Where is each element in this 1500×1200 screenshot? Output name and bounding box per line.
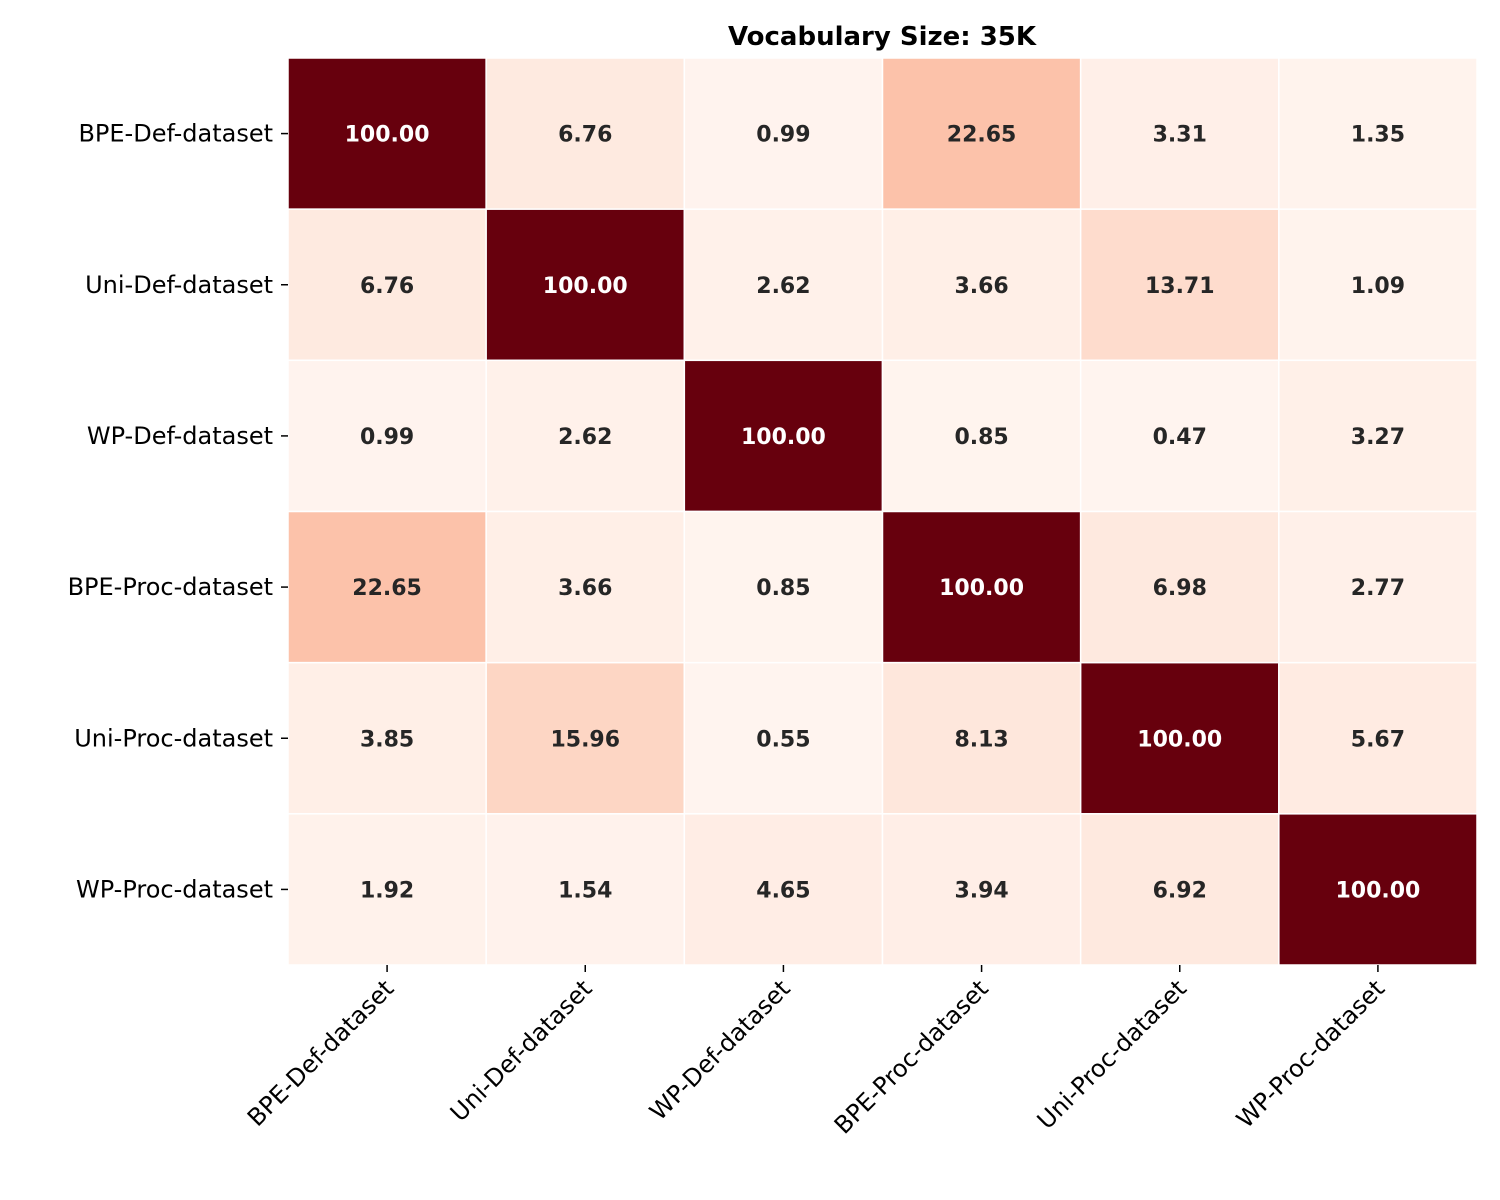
cell-value-label: 2.62 xyxy=(756,274,810,299)
x-tick-label: BPE-Def-dataset xyxy=(242,974,399,1131)
cell-value-label: 0.99 xyxy=(756,123,810,148)
cell-value-label: 6.76 xyxy=(360,274,414,299)
cell-value-label: 100.00 xyxy=(1137,727,1222,752)
heatmap-cell xyxy=(485,208,686,362)
cell-value-label: 3.66 xyxy=(558,576,612,601)
cell-value-label: 100.00 xyxy=(741,425,826,450)
cell-value-label: 3.66 xyxy=(954,274,1008,299)
cell-value-label: 4.65 xyxy=(756,878,810,903)
heatmap-cell xyxy=(485,359,686,513)
y-tick-label: BPE-Proc-dataset xyxy=(68,573,273,601)
x-tick-label: BPE-Proc-dataset xyxy=(829,974,994,1139)
cell-value-label: 3.85 xyxy=(360,727,414,752)
cell-value-label: 3.94 xyxy=(954,878,1008,903)
heatmap-cell xyxy=(287,359,487,513)
heatmap-cell xyxy=(881,57,1082,210)
cell-value-label: 3.27 xyxy=(1351,425,1405,450)
heatmap-cell xyxy=(287,510,487,664)
cell-value-label: 1.54 xyxy=(558,878,612,903)
cell-value-label: 2.77 xyxy=(1351,576,1405,601)
y-tick-label: WP-Def-dataset xyxy=(87,422,273,450)
heatmap-cell xyxy=(683,510,884,664)
x-tick-label: Uni-Def-dataset xyxy=(445,974,598,1127)
cell-value-label: 3.31 xyxy=(1153,123,1207,148)
heatmap-cell xyxy=(287,813,487,966)
heatmap-cell xyxy=(1079,359,1280,513)
cell-value-label: 22.65 xyxy=(947,123,1017,148)
cell-value-label: 0.85 xyxy=(756,576,810,601)
heatmap-cell xyxy=(1278,208,1478,362)
cell-value-label: 0.85 xyxy=(954,425,1008,450)
cell-value-label: 0.55 xyxy=(756,727,810,752)
heatmap-cell xyxy=(287,57,487,210)
cell-value-label: 5.67 xyxy=(1351,727,1405,752)
cell-value-label: 22.65 xyxy=(352,576,422,601)
heatmap-cell xyxy=(485,510,686,664)
cell-value-label: 15.96 xyxy=(550,727,620,752)
cell-value-label: 8.13 xyxy=(954,727,1008,752)
cell-value-label: 13.71 xyxy=(1145,274,1215,299)
x-tick-label: WP-Proc-dataset xyxy=(1231,974,1390,1133)
x-tick-label: Uni-Proc-dataset xyxy=(1032,974,1192,1134)
cell-value-label: 100.00 xyxy=(1335,878,1420,903)
heatmap-cell xyxy=(287,661,487,815)
cell-value-label: 100.00 xyxy=(345,123,430,148)
cell-value-label: 0.99 xyxy=(360,425,414,450)
heatmap-cell xyxy=(881,661,1082,815)
cell-value-label: 100.00 xyxy=(543,274,628,299)
heatmap-cell xyxy=(683,57,884,210)
cell-value-label: 6.76 xyxy=(558,123,612,148)
heatmap-cell xyxy=(1278,57,1478,210)
heatmap-cell xyxy=(881,208,1082,362)
heatmap-cell xyxy=(881,359,1082,513)
heatmap-cell xyxy=(1079,510,1280,664)
cell-value-label: 1.92 xyxy=(360,878,414,903)
cell-value-label: 6.92 xyxy=(1153,878,1207,903)
cell-value-label: 6.98 xyxy=(1153,576,1207,601)
heatmap-cell xyxy=(881,510,1082,664)
y-tick-label: Uni-Proc-dataset xyxy=(74,724,273,752)
cell-value-label: 0.47 xyxy=(1153,425,1207,450)
heatmap-cell xyxy=(683,359,884,513)
cell-value-label: 2.62 xyxy=(558,425,612,450)
y-tick-label: WP-Proc-dataset xyxy=(76,875,273,903)
y-tick-label: Uni-Def-dataset xyxy=(85,271,273,299)
heatmap-cell xyxy=(1278,813,1478,966)
heatmap-cell xyxy=(485,57,686,210)
heatmap-cell xyxy=(1079,661,1280,815)
y-tick-label: BPE-Def-dataset xyxy=(78,120,273,148)
heatmap-cell xyxy=(1278,661,1478,815)
heatmap-cell xyxy=(1278,359,1478,513)
heatmap-cell xyxy=(1079,57,1280,210)
heatmap-cell xyxy=(1079,813,1280,966)
x-tick-label: WP-Def-dataset xyxy=(644,974,795,1125)
heatmap-cell xyxy=(683,661,884,815)
cell-value-label: 1.35 xyxy=(1351,123,1405,148)
chart-title: Vocabulary Size: 35K xyxy=(728,22,1037,52)
cell-value-label: 100.00 xyxy=(939,576,1024,601)
cell-value-label: 1.09 xyxy=(1351,274,1405,299)
heatmap-cell xyxy=(1278,510,1478,664)
